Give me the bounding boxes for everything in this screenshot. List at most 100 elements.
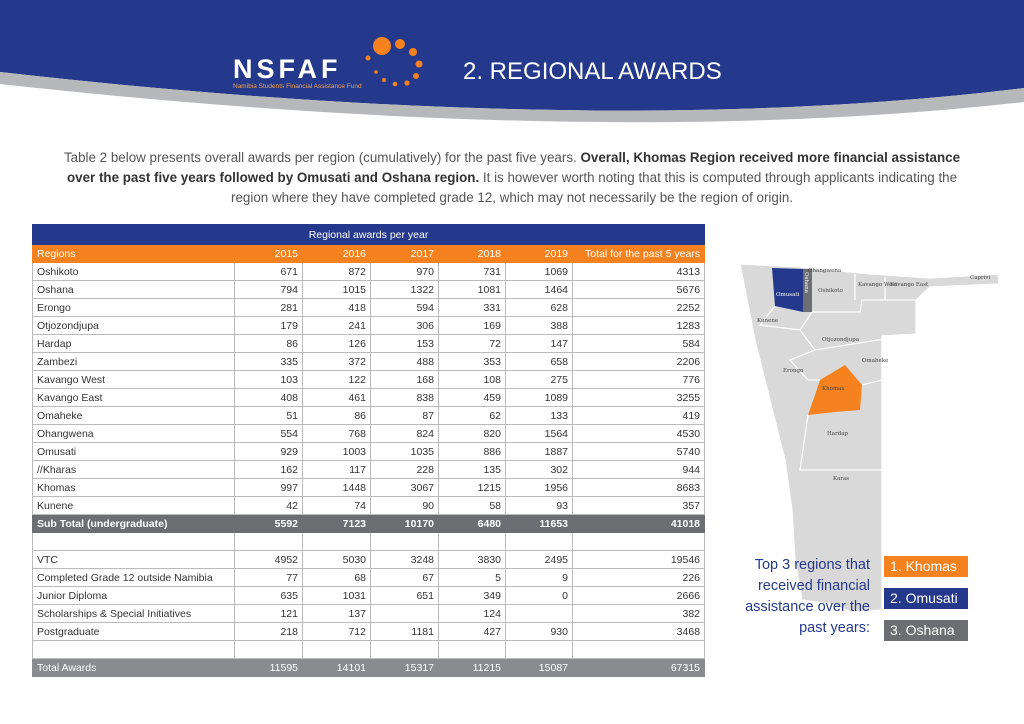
region-row: Ohangwena 554 768 824 820 1564 4530 — [32, 424, 706, 443]
cell-value: 651 — [370, 586, 439, 605]
cell-value: 408 — [234, 388, 303, 407]
logo-sub: Namibia Students Financial Assistance Fu… — [233, 83, 362, 90]
region-khomas — [808, 365, 862, 415]
cell-value: 122 — [302, 370, 371, 389]
cell-value: 162 — [234, 460, 303, 479]
map-label: Omaheke — [862, 358, 888, 364]
cell-value: 418 — [302, 298, 371, 317]
cell-empty — [302, 640, 371, 659]
cell-value: 67315 — [571, 658, 706, 677]
cell-label: Kavango East — [32, 388, 235, 407]
cell-value: 584 — [571, 334, 706, 353]
cell-value: 886 — [438, 442, 506, 461]
region-omusati — [772, 268, 803, 312]
cell-value: 1035 — [370, 442, 439, 461]
cell-value: 302 — [505, 460, 573, 479]
cell-value: 135 — [438, 460, 506, 479]
cell-value: 388 — [505, 316, 573, 335]
cell-value: 1448 — [302, 478, 371, 497]
intro-text: Table 2 below presents overall awards pe… — [63, 150, 581, 165]
cell-label: Total Awards — [32, 658, 235, 677]
map-label: Kunene — [757, 318, 778, 324]
cell-value: 5740 — [571, 442, 706, 461]
top3-item: 2. Omusati — [884, 588, 968, 609]
region-row: Zambezi 335 372 488 353 658 2206 — [32, 352, 706, 371]
cell-empty — [32, 640, 235, 659]
cell-label: Sub Total (undergraduate) — [32, 514, 235, 533]
cell-value: 427 — [438, 622, 506, 641]
cell-value: 11653 — [505, 514, 573, 533]
cell-value: 226 — [571, 568, 706, 587]
region-row: Kavango East 408 461 838 459 1089 3255 — [32, 388, 706, 407]
cell-value: 1215 — [438, 478, 506, 497]
map-label: Omusati — [776, 292, 800, 298]
cell-value: 3067 — [370, 478, 439, 497]
cell-value — [505, 604, 573, 623]
cell-label: Regions — [32, 244, 235, 263]
caption: Regional awards per year — [31, 224, 706, 245]
cell-value: 14101 — [302, 658, 371, 677]
cell-value: 179 — [234, 316, 303, 335]
cell-value: 10170 — [370, 514, 439, 533]
header-band — [0, 0, 1024, 111]
cell-value: 86 — [302, 406, 371, 425]
cell-value: 93 — [505, 496, 573, 515]
header-row: Regions 2015 2016 2017 2018 2019 Total for the… — [32, 244, 706, 263]
cell-value: 218 — [234, 622, 303, 641]
cell-empty — [370, 640, 439, 659]
cell-value: 1069 — [505, 262, 573, 281]
cell-value: 77 — [234, 568, 303, 587]
cell-value: 1015 — [302, 280, 371, 299]
cell-value: 929 — [234, 442, 303, 461]
cell-value: 2252 — [571, 298, 706, 317]
cell-value: 4952 — [234, 550, 303, 569]
map-label: Oshana — [803, 272, 809, 294]
cell-label: Junior Diploma — [32, 586, 235, 605]
cell-value: 357 — [571, 496, 706, 515]
region-row: Omaheke 51 86 87 62 133 419 — [32, 406, 706, 425]
cell-value: 8683 — [571, 478, 706, 497]
cell-empty — [234, 532, 303, 551]
cell-value: 3468 — [571, 622, 706, 641]
cell-label: Omusati — [32, 442, 235, 461]
cell-value: 970 — [370, 262, 439, 281]
cell-value: 461 — [302, 388, 371, 407]
cell-value: 1081 — [438, 280, 506, 299]
cell-value: 4530 — [571, 424, 706, 443]
cell-value: 3255 — [571, 388, 706, 407]
cell-value: 1283 — [571, 316, 706, 335]
cell-value: 5 — [438, 568, 506, 587]
cell-value: 42 — [234, 496, 303, 515]
cell-value: 1956 — [505, 478, 573, 497]
cell-value: 2495 — [505, 550, 573, 569]
cell-value: 275 — [505, 370, 573, 389]
cell-value: 1322 — [370, 280, 439, 299]
region-row: Omusati 929 1003 1035 886 1887 5740 — [32, 442, 706, 461]
cell-value: 62 — [438, 406, 506, 425]
cell-value: 838 — [370, 388, 439, 407]
cell-value: 90 — [370, 496, 439, 515]
cell-value: 658 — [505, 352, 573, 371]
cell-value: 168 — [370, 370, 439, 389]
cell-value: 635 — [234, 586, 303, 605]
cell-value: 997 — [234, 478, 303, 497]
cell-label: Otjozondjupa — [32, 316, 235, 335]
cell-value: 68 — [302, 568, 371, 587]
cell-value: 824 — [370, 424, 439, 443]
cell-value: 137 — [302, 604, 371, 623]
cell-value: 86 — [234, 334, 303, 353]
top3-text: assistance over the — [745, 599, 870, 615]
cell-value: 671 — [234, 262, 303, 281]
caption-row: Regional awards per year — [31, 224, 706, 245]
region-row: Oshikoto 671 872 970 731 1069 4313 — [32, 262, 706, 281]
cell-value: 228 — [370, 460, 439, 479]
cell-value: 87 — [370, 406, 439, 425]
cell-value: 768 — [302, 424, 371, 443]
cell-value: 872 — [302, 262, 371, 281]
map-label: Erongo — [783, 368, 804, 374]
map-label: Kavango West — [858, 282, 898, 288]
top3-text: past years: — [799, 620, 870, 636]
cell-value: 335 — [234, 352, 303, 371]
